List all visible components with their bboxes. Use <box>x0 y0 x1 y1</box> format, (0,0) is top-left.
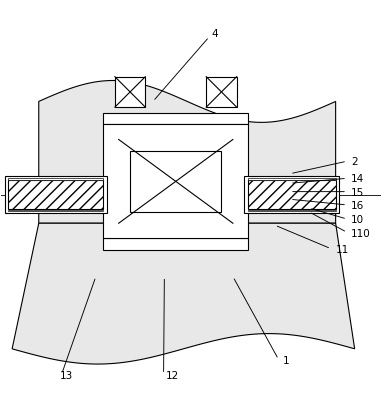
Bar <box>8 178 104 180</box>
Bar <box>104 124 248 238</box>
Bar <box>8 210 104 211</box>
Text: 4: 4 <box>212 29 219 39</box>
Text: 10: 10 <box>351 215 364 225</box>
Bar <box>5 176 107 213</box>
Text: 14: 14 <box>351 174 364 184</box>
Text: 13: 13 <box>60 371 73 381</box>
Bar <box>130 151 222 212</box>
Bar <box>104 238 248 250</box>
Bar <box>104 113 248 124</box>
Polygon shape <box>39 80 336 223</box>
Bar <box>248 180 336 209</box>
Bar <box>248 178 336 180</box>
Bar <box>248 210 336 211</box>
Polygon shape <box>12 223 354 364</box>
Bar <box>115 77 145 107</box>
Text: 2: 2 <box>351 157 358 167</box>
Text: 1: 1 <box>282 356 289 366</box>
Bar <box>206 77 237 107</box>
Bar <box>8 180 104 209</box>
Text: 15: 15 <box>351 188 364 198</box>
Text: 11: 11 <box>336 245 349 255</box>
Text: 12: 12 <box>166 371 180 381</box>
Text: 16: 16 <box>351 201 364 211</box>
Text: 110: 110 <box>351 228 371 238</box>
Bar <box>244 176 340 213</box>
